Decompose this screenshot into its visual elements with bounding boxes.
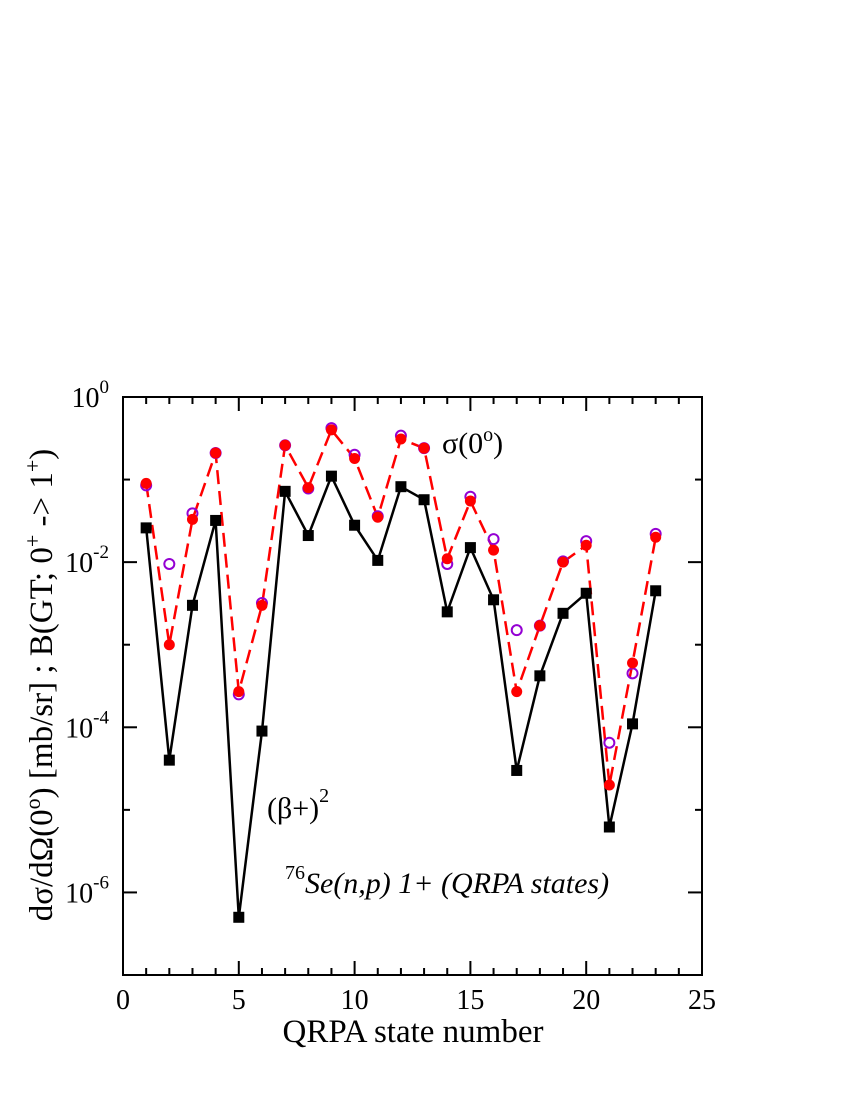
axes: [122, 396, 703, 976]
data-point-red-circles: [464, 495, 476, 507]
reaction-sup: 76: [285, 862, 305, 884]
data-point-red-circles: [210, 447, 222, 459]
data-point-red-circles: [279, 439, 291, 451]
data-point-purple-open-circles: [487, 533, 500, 546]
y-title-end: ): [24, 449, 60, 460]
data-point-red-circles: [650, 531, 662, 543]
data-point-red-circles: [580, 539, 592, 551]
y-tick-label: 10-2: [65, 542, 109, 579]
data-point-black-squares: [302, 530, 314, 542]
sigma-sup: o: [483, 424, 493, 446]
data-point-black-squares: [557, 607, 569, 619]
data-point-red-circles: [511, 686, 523, 698]
y-tick-base: 10: [65, 548, 93, 579]
y-axis-title: dσ/dΩ(0o) [mb/sr] ; B(GT; 0+ -> 1+): [20, 449, 60, 922]
data-point-black-squares: [210, 514, 222, 526]
y-title-sup2: +: [20, 535, 45, 547]
y-tick-label: 10-6: [65, 872, 109, 909]
data-point-black-squares: [395, 481, 407, 493]
data-point-red-circles: [186, 513, 198, 525]
y-tick-base: 10: [72, 383, 100, 414]
data-point-black-squares: [325, 470, 337, 482]
data-point-red-circles: [256, 599, 268, 611]
data-point-black-squares: [256, 725, 268, 737]
x-tick-label: 10: [341, 985, 369, 1016]
data-point-red-circles: [233, 686, 245, 698]
data-point-red-circles: [163, 639, 175, 651]
data-point-black-squares: [372, 554, 384, 566]
data-point-black-squares: [163, 754, 175, 766]
data-point-black-squares: [488, 594, 500, 606]
y-tick-label: 10-4: [65, 707, 109, 744]
data-point-red-circles: [488, 544, 500, 556]
data-point-purple-open-circles: [603, 736, 616, 749]
data-point-black-squares: [464, 542, 476, 554]
y-tick-exponent: -4: [93, 707, 109, 728]
data-point-red-circles: [325, 424, 337, 436]
data-point-black-squares: [186, 599, 198, 611]
data-point-red-circles: [627, 657, 639, 669]
data-point-black-squares: [279, 485, 291, 497]
y-title-sup1: o: [20, 798, 45, 809]
annotation-beta: (β+)2: [267, 785, 329, 825]
data-point-red-circles: [441, 553, 453, 565]
data-point-red-circles: [534, 620, 546, 632]
data-point-black-squares: [603, 821, 615, 833]
data-point-red-circles: [557, 556, 569, 568]
y-title-base: dσ/dΩ(0: [24, 809, 60, 921]
data-point-black-squares: [650, 585, 662, 597]
plot-frame: [122, 396, 703, 976]
x-tick-label: 15: [456, 985, 484, 1016]
data-point-black-squares: [580, 587, 592, 599]
y-tick-exponent: -6: [93, 872, 109, 893]
data-point-black-squares: [233, 911, 245, 923]
data-point-black-squares: [534, 670, 546, 682]
data-point-black-squares: [511, 764, 523, 776]
y-title-sup3: +: [20, 460, 45, 472]
data-point-red-circles: [372, 511, 384, 523]
data-point-red-circles: [418, 442, 430, 454]
annotation-reaction: 76Se(n,p) 1+ (QRPA states): [285, 862, 609, 900]
data-point-black-squares: [441, 606, 453, 618]
y-title-mid: ) [mb/sr] ; B(GT; 0: [24, 547, 60, 798]
x-tick-label: 5: [232, 985, 246, 1016]
y-tick-base: 10: [65, 878, 93, 909]
annotation-sigma: σ(0o): [442, 424, 503, 460]
data-point-red-circles: [302, 482, 314, 494]
sigma-base: σ(0: [442, 427, 483, 460]
y-tick-exponent: -2: [93, 542, 109, 563]
series-markers: [140, 422, 662, 923]
data-point-black-squares: [140, 522, 152, 534]
data-point-black-squares: [418, 494, 430, 506]
data-point-black-squares: [349, 519, 361, 531]
reaction-text: Se(n,p) 1+ (QRPA states): [305, 867, 609, 900]
data-point-red-circles: [349, 452, 361, 464]
data-point-purple-open-circles: [163, 557, 176, 570]
data-point-red-circles: [603, 779, 615, 791]
y-tick-exponent: 0: [100, 377, 110, 398]
y-title-mid2: -> 1: [24, 472, 60, 535]
beta-sup: 2: [319, 785, 329, 807]
beta-base: (β+): [267, 792, 319, 825]
y-tick-label: 100: [72, 377, 110, 414]
sigma-end: ): [493, 427, 503, 460]
x-tick-label: 0: [116, 985, 130, 1016]
x-axis-title: QRPA state number: [283, 1014, 544, 1050]
data-point-red-circles: [140, 477, 152, 489]
data-point-purple-open-circles: [510, 624, 523, 637]
y-tick-base: 10: [65, 713, 93, 744]
x-tick-label: 20: [572, 985, 600, 1016]
x-tick-label: 25: [688, 985, 716, 1016]
data-point-red-circles: [395, 433, 407, 445]
data-point-black-squares: [627, 718, 639, 730]
